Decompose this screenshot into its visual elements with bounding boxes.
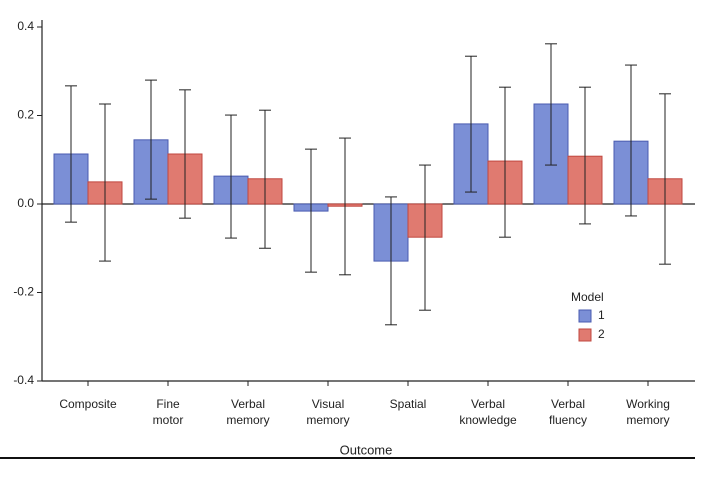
x-tick-label-line: Fine bbox=[156, 397, 180, 411]
x-tick-label: Verbal fluency bbox=[549, 397, 587, 427]
legend-swatch bbox=[578, 309, 592, 323]
x-tick-label-line: Spatial bbox=[390, 397, 427, 411]
y-tick-label: 0.0 bbox=[17, 196, 34, 210]
y-tick-label: -0.4 bbox=[13, 373, 34, 387]
x-tick-label-line: memory bbox=[226, 413, 269, 427]
x-tick-label: Verbal memory bbox=[226, 397, 269, 427]
x-tick-label-line: Verbal bbox=[551, 397, 585, 411]
x-tick-label: Spatial bbox=[390, 397, 427, 411]
legend-title: Model bbox=[571, 290, 604, 304]
x-tick-label-line: motor bbox=[153, 413, 184, 427]
x-tick-label: Fine motor bbox=[153, 397, 184, 427]
x-tick-label: Visual memory bbox=[306, 397, 349, 427]
x-tick-label: Verbal knowledge bbox=[459, 397, 517, 427]
legend-swatch bbox=[578, 328, 592, 342]
x-axis-label: Outcome bbox=[340, 442, 393, 457]
x-tick-label-line: knowledge bbox=[459, 413, 517, 427]
legend-label: 1 bbox=[598, 308, 605, 322]
y-tick-label: 0.4 bbox=[17, 19, 34, 33]
x-tick-label-line: Verbal bbox=[231, 397, 265, 411]
x-tick-label-line: Visual bbox=[312, 397, 344, 411]
x-tick-label: Working memory bbox=[626, 397, 670, 427]
x-tick-label-line: Working bbox=[626, 397, 670, 411]
y-tick-label: -0.2 bbox=[13, 285, 34, 299]
x-tick-label-line: Verbal bbox=[471, 397, 505, 411]
y-tick-label: 0.2 bbox=[17, 108, 34, 122]
x-tick-label-line: fluency bbox=[549, 413, 587, 427]
x-tick-label-line: Composite bbox=[59, 397, 117, 411]
x-tick-label-line: memory bbox=[626, 413, 669, 427]
x-tick-label: Composite bbox=[59, 397, 117, 411]
legend-label: 2 bbox=[598, 327, 605, 341]
x-tick-label-line: memory bbox=[306, 413, 349, 427]
